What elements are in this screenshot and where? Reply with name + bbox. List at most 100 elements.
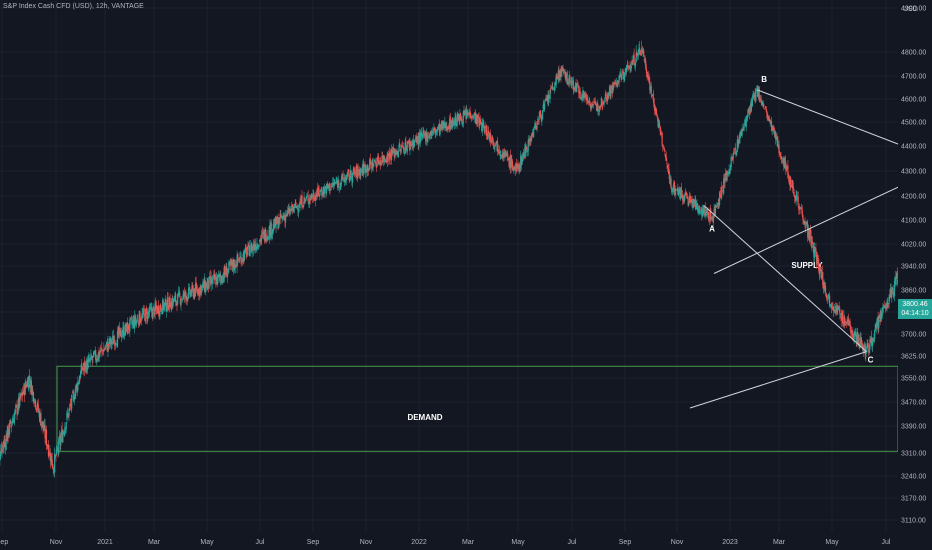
candle-body <box>492 141 494 144</box>
candle-body <box>56 446 58 455</box>
candle-body <box>43 424 45 430</box>
candle-body <box>652 93 654 100</box>
candle-body <box>720 195 722 198</box>
candle-body <box>103 348 105 352</box>
candle-body <box>671 187 673 192</box>
candle-body <box>593 102 596 104</box>
candle-body <box>581 95 583 100</box>
candle-body <box>503 151 505 158</box>
candle-body <box>643 50 645 57</box>
price-axis[interactable]: 4900.00 4800.00 4700.00 4600.00 4500.00 4400.… <box>901 6 926 525</box>
time-tick-label: Jul <box>256 539 265 546</box>
candle-body <box>117 329 119 332</box>
candle-body <box>80 371 82 378</box>
price-tick-label: 4300.00 <box>901 169 926 176</box>
candle-body <box>647 74 649 76</box>
candle-body <box>664 149 666 152</box>
candle-body <box>548 95 551 99</box>
candle-body <box>183 292 185 297</box>
candle-body <box>357 166 359 172</box>
candle-body <box>406 144 408 152</box>
candle-body <box>724 178 726 184</box>
candle-body <box>623 72 626 81</box>
candle-body <box>313 197 315 200</box>
candle-body <box>276 217 279 223</box>
candle-body <box>498 149 500 151</box>
candle-body <box>472 117 475 119</box>
candle-body <box>414 141 416 143</box>
symbol-title[interactable]: S&P Index Cash CFD (USD), 12h, VANTAGE <box>3 3 144 10</box>
candle-body <box>455 117 457 125</box>
candle-body <box>464 113 466 115</box>
candle-body <box>893 280 896 297</box>
candle-body <box>124 324 126 336</box>
candle-body <box>517 162 519 168</box>
candle-body <box>508 159 510 167</box>
candle-body <box>396 152 398 155</box>
candle-body <box>621 72 624 73</box>
candle-body <box>72 393 74 395</box>
price-tick-label: 3470.00 <box>901 400 926 407</box>
candle-body <box>140 318 143 321</box>
candle-body <box>399 143 401 147</box>
candle-body <box>339 184 341 189</box>
candle-body <box>882 305 885 309</box>
candle-body <box>241 258 244 261</box>
candle-body <box>230 261 232 264</box>
candle-body <box>895 278 897 280</box>
candle-body <box>680 188 682 199</box>
candle-body <box>842 324 844 326</box>
candle-body <box>391 149 393 155</box>
candle-body <box>190 292 192 295</box>
candle-body <box>211 278 214 284</box>
candle-body <box>100 348 102 352</box>
price-axis-panel[interactable] <box>898 0 932 532</box>
candle-body <box>121 334 123 336</box>
candle-body <box>312 193 314 197</box>
candle-body <box>399 148 402 152</box>
candle-body <box>85 364 87 373</box>
candle-body <box>891 287 894 292</box>
candle-body <box>669 174 671 184</box>
candle-body <box>138 311 140 326</box>
candle-body <box>466 111 468 116</box>
candle-body <box>91 359 93 360</box>
candle-body <box>112 335 115 345</box>
candle-body <box>49 454 52 462</box>
time-axis-panel[interactable] <box>0 532 898 550</box>
candle-body <box>278 216 281 224</box>
candle-body <box>647 75 650 81</box>
candle-body <box>15 405 17 408</box>
candle-body <box>722 190 724 192</box>
candle-body <box>588 100 590 102</box>
candle-body <box>55 453 57 457</box>
candle-body <box>127 323 129 335</box>
candle-body <box>293 208 295 211</box>
candle-body <box>192 286 194 289</box>
candle-body <box>593 101 595 104</box>
candle-body <box>151 307 153 313</box>
candle-body <box>280 214 282 219</box>
candle-body <box>412 139 414 146</box>
candle-body <box>139 312 141 323</box>
time-axis[interactable]: Sep Nov 2021 Mar May Jul Sep Nov 2022 Mar May Jul Se… <box>0 539 891 546</box>
candle-body <box>813 247 816 259</box>
candle-body <box>476 114 478 124</box>
candle-body <box>874 323 876 332</box>
candle-body <box>473 113 475 119</box>
candle-body <box>377 155 379 162</box>
candle-body <box>657 118 659 127</box>
candle-body <box>175 300 177 303</box>
candle-body <box>328 183 330 189</box>
candle-body <box>460 119 462 121</box>
candle-body <box>400 146 402 153</box>
time-tick-label: Sep <box>0 539 8 546</box>
time-tick-label: Mar <box>773 539 786 546</box>
candle-body <box>625 68 627 72</box>
candle-body <box>228 261 230 271</box>
candle-body <box>427 136 430 137</box>
candle-body <box>170 301 173 311</box>
candle-body <box>685 191 687 196</box>
candle-body <box>852 332 854 339</box>
